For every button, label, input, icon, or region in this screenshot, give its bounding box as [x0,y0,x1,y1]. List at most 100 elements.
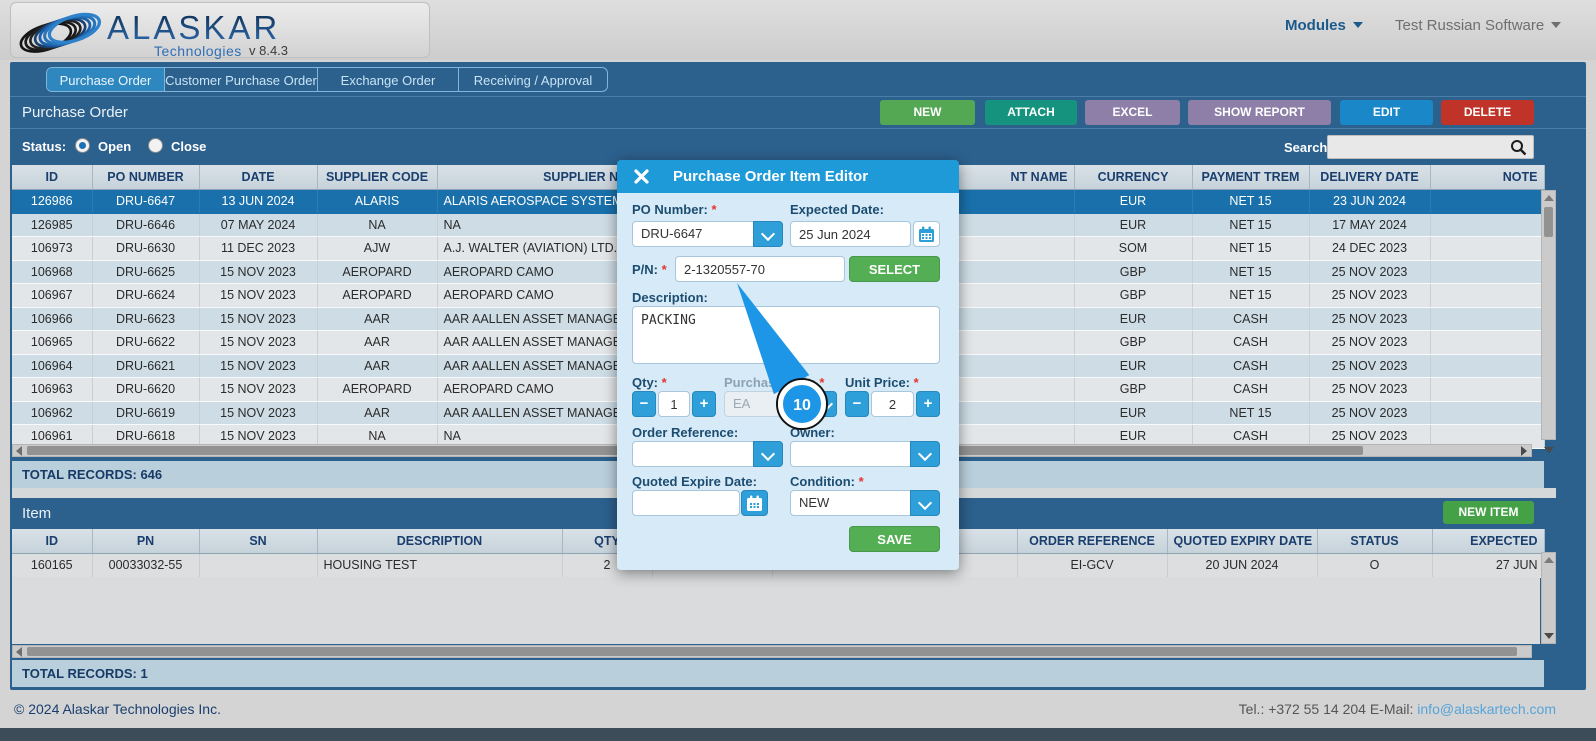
col-id[interactable]: ID [12,529,93,554]
cell[interactable]: 25 NOV 2023 [1309,354,1431,378]
cell[interactable]: DRU-6621 [92,354,200,378]
cell[interactable]: 15 NOV 2023 [199,307,318,331]
qty-plus-button[interactable]: + [692,391,716,417]
cell[interactable]: 126985 [12,213,93,237]
cell[interactable]: HOUSING TEST [317,553,563,578]
cell[interactable]: EUR [1074,424,1193,449]
po-vertical-scrollbar[interactable] [1541,190,1556,440]
status-close-label[interactable]: Close [171,139,207,154]
cell[interactable]: 106966 [12,307,93,331]
cell[interactable]: DRU-6625 [92,260,200,284]
cell[interactable]: 106968 [12,260,93,284]
scrollbar-thumb[interactable] [1544,207,1553,237]
cell[interactable]: DRU-6623 [92,307,200,331]
cell[interactable] [1430,401,1545,425]
cell[interactable]: 15 NOV 2023 [199,260,318,284]
cell[interactable]: GBP [1074,283,1193,308]
cell[interactable] [1430,213,1545,237]
cell[interactable]: 106973 [12,236,93,261]
scroll-down-icon[interactable] [1544,447,1554,453]
cell[interactable] [1430,307,1545,331]
cell[interactable]: O [1317,553,1433,578]
cell[interactable]: EUR [1074,213,1193,237]
condition-select[interactable]: NEW [790,490,911,516]
cell[interactable]: DRU-6622 [92,330,200,355]
cell[interactable]: 25 NOV 2023 [1309,283,1431,308]
cell[interactable]: 15 NOV 2023 [199,401,318,425]
tab-exchange-order[interactable]: Exchange Order [317,68,458,91]
calendar-icon[interactable] [741,490,768,516]
cell[interactable]: GBP [1074,377,1193,402]
cell[interactable]: 11 DEC 2023 [199,236,318,261]
cell[interactable]: NET 15 [1192,401,1310,425]
cell[interactable]: 15 NOV 2023 [199,354,318,378]
show-report-button[interactable]: SHOW REPORT [1188,100,1331,125]
scrollbar-thumb[interactable] [27,647,1517,656]
cell[interactable]: NET 15 [1192,260,1310,284]
status-open-label[interactable]: Open [98,139,132,154]
cell[interactable]: 15 NOV 2023 [199,283,318,308]
cell[interactable]: AJW [317,236,438,261]
cell[interactable]: DRU-6618 [92,424,200,449]
cell[interactable]: EUR [1074,307,1193,331]
col-delivery-date[interactable]: DELIVERY DATE [1309,165,1431,190]
col-po-number[interactable]: PO NUMBER [92,165,200,190]
scroll-up-icon[interactable] [1544,195,1554,201]
col-pn[interactable]: PN [92,529,200,554]
excel-button[interactable]: EXCEL [1085,100,1180,125]
status-close-radio[interactable] [148,138,163,153]
email-link[interactable]: info@alaskartech.com [1417,701,1556,717]
cell[interactable]: DRU-6624 [92,283,200,308]
cell[interactable]: 106962 [12,401,93,425]
cell[interactable] [1430,236,1545,261]
cell[interactable]: NA [317,424,438,449]
close-icon[interactable] [634,169,649,184]
cell[interactable]: NET 15 [1192,283,1310,308]
cell[interactable]: EUR [1074,189,1193,214]
expected-date-input[interactable] [790,221,911,247]
quoted-expire-date-input[interactable] [632,490,740,516]
tab-customer-purchase-order[interactable]: Customer Purchase Order [164,68,317,91]
item-vertical-scrollbar[interactable] [1541,552,1556,644]
attach-button[interactable]: ATTACH [985,100,1077,125]
scroll-down-icon[interactable] [1544,633,1554,639]
cell[interactable] [1430,424,1545,449]
col-payment-trem[interactable]: PAYMENT TREM [1192,165,1310,190]
chevron-down-icon[interactable] [910,441,940,467]
qty-input[interactable] [658,391,690,417]
cell[interactable] [1430,330,1545,355]
cell[interactable] [1430,354,1545,378]
cell[interactable]: AAR [317,354,438,378]
cell[interactable]: AEROPARD [317,283,438,308]
tab-purchase-order[interactable]: Purchase Order [47,68,164,91]
cell[interactable]: CASH [1192,330,1310,355]
scroll-left-icon[interactable] [16,446,22,456]
cell[interactable]: 106967 [12,283,93,308]
new-button[interactable]: NEW [880,100,975,125]
cell[interactable]: 07 MAY 2024 [199,213,318,237]
col-description[interactable]: DESCRIPTION [317,529,563,554]
cell[interactable]: AEROPARD [317,377,438,402]
cell[interactable]: 25 NOV 2023 [1309,260,1431,284]
chevron-down-icon[interactable] [753,441,783,467]
owner-select[interactable] [790,441,911,467]
cell[interactable]: 106965 [12,330,93,355]
calendar-icon[interactable] [913,221,940,247]
cell[interactable]: NET 15 [1192,189,1310,214]
cell[interactable]: 25 NOV 2023 [1309,377,1431,402]
cell[interactable] [199,553,318,578]
col-currency[interactable]: CURRENCY [1074,165,1193,190]
select-button[interactable]: SELECT [849,256,940,282]
cell[interactable] [1430,377,1545,402]
edit-button[interactable]: EDIT [1340,100,1433,125]
col-sn[interactable]: SN [199,529,318,554]
cell[interactable]: NET 15 [1192,236,1310,261]
cell[interactable]: 160165 [12,553,93,578]
col-order-reference[interactable]: ORDER REFERENCE [1017,529,1168,554]
cell[interactable] [1430,189,1545,214]
cell[interactable]: NA [317,213,438,237]
save-button[interactable]: SAVE [849,526,940,552]
cell[interactable]: SOM [1074,236,1193,261]
col-id[interactable]: ID [12,165,93,190]
cell[interactable]: 24 DEC 2023 [1309,236,1431,261]
